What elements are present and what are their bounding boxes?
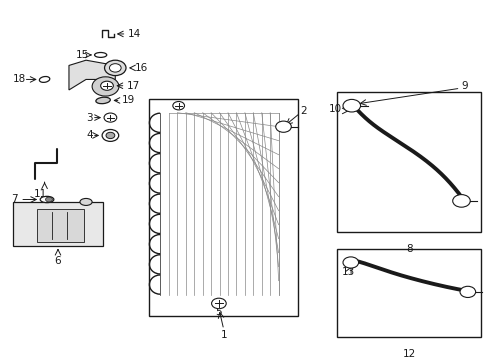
Text: 11: 11 [34,189,47,199]
Circle shape [102,130,119,141]
Circle shape [109,64,121,72]
Bar [149,99,298,316]
Text: 13: 13 [341,267,355,277]
Circle shape [45,197,52,202]
Circle shape [104,60,126,76]
Ellipse shape [40,77,50,82]
Circle shape [211,298,226,309]
Bar [37,209,83,242]
Text: 1: 1 [220,330,226,340]
Circle shape [104,113,117,122]
Text: 6: 6 [55,256,61,266]
Text: 15: 15 [76,50,89,60]
Text: 18: 18 [13,75,26,85]
Text: 10: 10 [328,104,341,114]
Text: 2: 2 [300,106,306,116]
Ellipse shape [92,77,119,96]
Polygon shape [69,60,115,90]
Ellipse shape [80,198,92,206]
Ellipse shape [94,53,106,57]
Text: 8: 8 [405,244,411,254]
Circle shape [106,132,115,139]
Text: 5: 5 [215,307,222,317]
Circle shape [172,102,184,110]
Circle shape [101,81,113,90]
Bar [13,202,103,246]
Circle shape [275,121,291,132]
Bar [336,92,480,232]
Ellipse shape [96,97,110,104]
Text: 17: 17 [126,81,140,91]
Text: 12: 12 [402,349,415,359]
Text: 9: 9 [461,81,467,91]
Circle shape [459,286,475,297]
Text: 4: 4 [86,130,92,140]
Circle shape [452,195,469,207]
Text: 19: 19 [122,95,135,105]
Bar [336,249,480,337]
Text: 7: 7 [11,194,18,204]
Text: 14: 14 [127,29,141,39]
Text: 3: 3 [86,113,92,123]
Circle shape [342,99,360,112]
Ellipse shape [40,196,54,203]
Circle shape [342,257,358,268]
Text: 16: 16 [135,63,148,73]
